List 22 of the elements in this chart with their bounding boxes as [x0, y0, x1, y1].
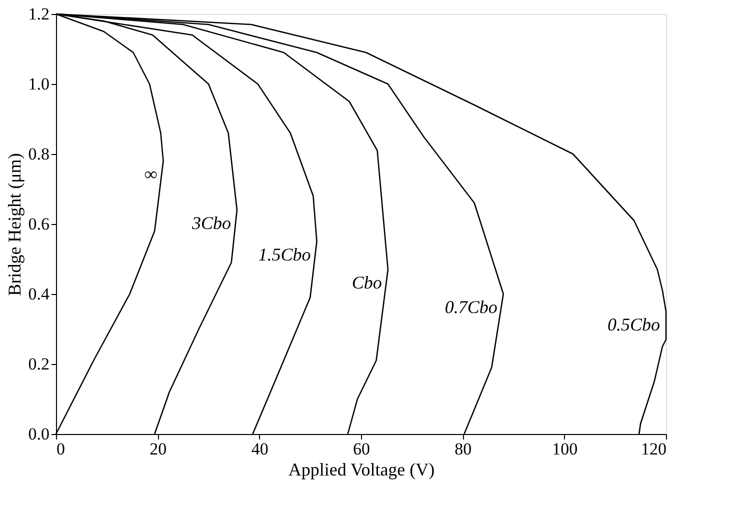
x-tick-label: 20 — [150, 440, 167, 458]
y-tick-label: 0.8 — [28, 144, 50, 164]
series-label: Cbo — [352, 272, 382, 292]
x-tick-label: 120 — [641, 440, 666, 458]
y-tick-label: 1.0 — [28, 74, 50, 94]
series-label: 0.7Cbo — [444, 297, 498, 317]
series-label: 3Cbo — [190, 213, 231, 233]
x-axis-title: Applied Voltage (V) — [288, 460, 435, 480]
x-tick-label: 60 — [353, 440, 370, 458]
y-tick-label: 1.2 — [28, 4, 50, 24]
x-tick-label: 0 — [56, 440, 65, 458]
x-tick-label: 40 — [251, 440, 268, 458]
y-axis-title: Bridge Height (μm) — [4, 153, 24, 296]
series-label: 0.5Cbo — [607, 314, 660, 334]
y-tick-label: 0.4 — [28, 284, 50, 304]
x-tick-label: 100 — [552, 440, 578, 458]
y-tick-label: 0.6 — [28, 214, 50, 234]
y-tick-label: 0.2 — [28, 354, 50, 374]
y-tick-label: 0.0 — [28, 424, 50, 444]
series-label: 1.5Cbo — [258, 244, 311, 264]
x-tick-label: 80 — [454, 440, 472, 458]
series-label: ∞ — [144, 164, 158, 184]
